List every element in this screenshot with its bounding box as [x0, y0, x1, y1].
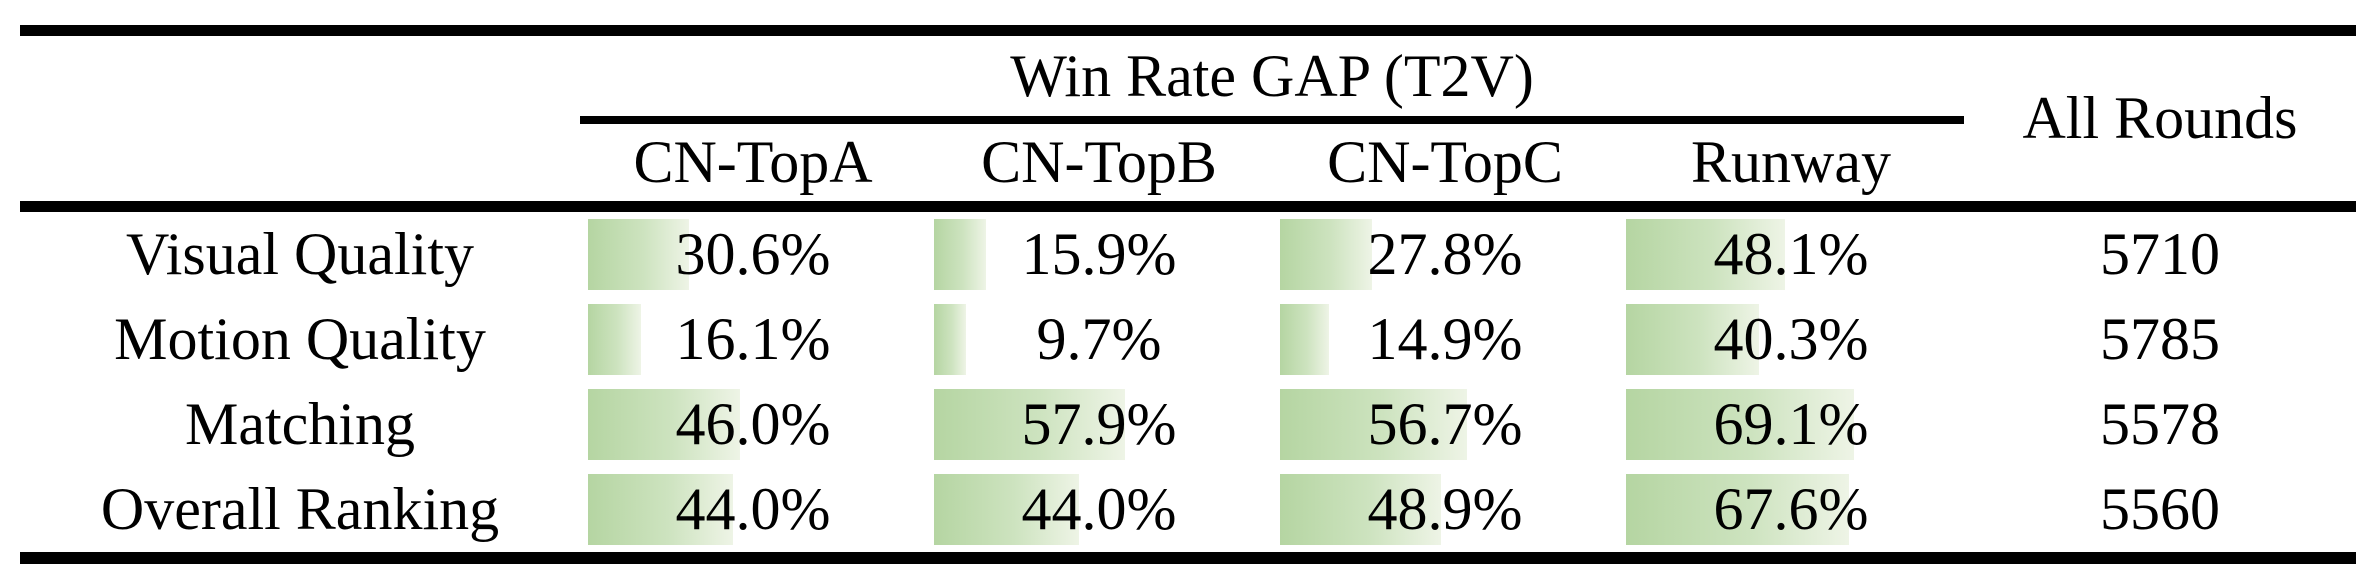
win-rate-bar — [934, 219, 987, 290]
table-cell: 48.9% — [1272, 467, 1618, 552]
table-cell: 56.7% — [1272, 382, 1618, 467]
win-rate-bar — [588, 474, 734, 545]
win-rate-value: 14.9% — [1367, 306, 1523, 372]
table-cell: 30.6% — [580, 212, 926, 297]
table-row-motion-quality: Motion Quality 16.1% 9.7% 14.9% 40.3% 57… — [20, 297, 2356, 382]
win-rate-value: 56.7% — [1367, 391, 1523, 457]
win-rate-bar — [1280, 219, 1372, 290]
bottom-rule — [20, 552, 2356, 564]
column-header-cn-topa: CN-TopA — [633, 129, 873, 195]
row-label: Overall Ranking — [100, 476, 500, 542]
results-table: Win Rate GAP (T2V) CN-TopA CN-TopB CN-To… — [20, 25, 2356, 564]
table-cell: 9.7% — [926, 297, 1272, 382]
win-rate-value: 69.1% — [1713, 391, 1869, 457]
win-rate-bar — [934, 474, 1080, 545]
win-rate-bar — [1626, 219, 1785, 290]
all-rounds-value: 5578 — [2100, 391, 2220, 457]
win-rate-value: 48.1% — [1713, 221, 1869, 287]
table-cell: 15.9% — [926, 212, 1272, 297]
win-rate-value: 67.6% — [1713, 476, 1869, 542]
win-rate-bar — [1280, 304, 1330, 375]
table-cell: 44.0% — [926, 467, 1272, 552]
row-label: Matching — [185, 391, 415, 457]
table-cell: 27.8% — [1272, 212, 1618, 297]
win-rate-bar — [588, 304, 642, 375]
win-rate-bar — [934, 304, 966, 375]
table-cell: 14.9% — [1272, 297, 1618, 382]
win-rate-value: 57.9% — [1021, 391, 1177, 457]
table-header: Win Rate GAP (T2V) CN-TopA CN-TopB CN-To… — [20, 36, 2356, 201]
win-rate-value: 46.0% — [675, 391, 831, 457]
table-cell: 40.3% — [1618, 297, 1964, 382]
all-rounds-value: 5560 — [2100, 476, 2220, 542]
win-rate-bar — [588, 219, 689, 290]
all-rounds-header-label: All Rounds — [2022, 85, 2298, 151]
win-rate-bar — [934, 389, 1126, 460]
table-cell: 69.1% — [1618, 382, 1964, 467]
all-rounds-value: 5710 — [2100, 221, 2220, 287]
table-cell: 57.9% — [926, 382, 1272, 467]
win-rate-value: 27.8% — [1367, 221, 1523, 287]
table-cell: 48.1% — [1618, 212, 1964, 297]
column-headers: CN-TopA CN-TopB CN-TopC Runway — [580, 124, 1964, 201]
win-rate-bar — [1626, 474, 1850, 545]
all-rounds-value: 5785 — [2100, 306, 2220, 372]
win-rate-value: 16.1% — [675, 306, 831, 372]
row-label: Motion Quality — [114, 306, 486, 372]
win-rate-value: 15.9% — [1021, 221, 1177, 287]
win-rate-bar — [588, 389, 740, 460]
table-row-overall-ranking: Overall Ranking 44.0% 44.0% 48.9% 67.6% … — [20, 467, 2356, 552]
table-cell: 46.0% — [580, 382, 926, 467]
header-label-spacer — [20, 36, 580, 201]
win-rate-value: 30.6% — [675, 221, 831, 287]
column-header-cn-topb: CN-TopB — [981, 129, 1217, 195]
header-group: Win Rate GAP (T2V) CN-TopA CN-TopB CN-To… — [580, 36, 1964, 201]
header-body-rule — [20, 201, 2356, 212]
win-rate-bar — [1626, 304, 1759, 375]
table-row-matching: Matching 46.0% 57.9% 56.7% 69.1% 5578 — [20, 382, 2356, 467]
win-rate-bar — [1280, 389, 1468, 460]
group-header-rule — [580, 116, 1964, 124]
column-header-cn-topc: CN-TopC — [1327, 129, 1563, 195]
win-rate-value: 40.3% — [1713, 306, 1869, 372]
win-rate-bar — [1280, 474, 1442, 545]
win-rate-value: 44.0% — [1021, 476, 1177, 542]
group-header-title: Win Rate GAP (T2V) — [1010, 43, 1534, 109]
win-rate-value: 48.9% — [1367, 476, 1523, 542]
table-cell: 16.1% — [580, 297, 926, 382]
column-header-runway: Runway — [1691, 129, 1891, 195]
win-rate-bar — [1626, 389, 1855, 460]
table-row-visual-quality: Visual Quality 30.6% 15.9% 27.8% 48.1% 5… — [20, 212, 2356, 297]
win-rate-value: 9.7% — [1036, 306, 1162, 372]
row-label: Visual Quality — [125, 221, 475, 287]
table-cell: 67.6% — [1618, 467, 1964, 552]
table-cell: 44.0% — [580, 467, 926, 552]
column-header-all-rounds: All Rounds — [1964, 36, 2356, 201]
top-rule — [20, 25, 2356, 36]
win-rate-value: 44.0% — [675, 476, 831, 542]
